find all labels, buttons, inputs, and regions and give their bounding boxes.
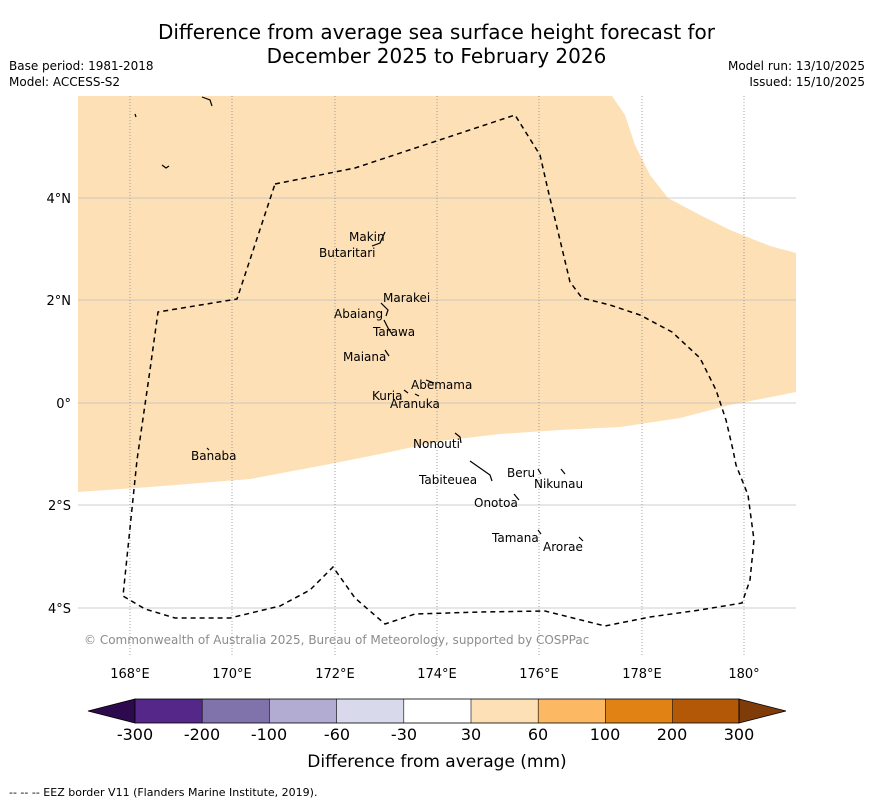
lat-tick-label: 2°N <box>47 294 72 309</box>
island-shape <box>403 389 409 394</box>
island-shape <box>383 319 393 335</box>
colorbar-bin <box>538 699 606 723</box>
colorbar-bin <box>672 699 739 723</box>
colorbar-label: Difference from average (mm) <box>307 752 566 772</box>
lat-tick-label: 0° <box>56 397 71 412</box>
colorbar-bin <box>336 699 404 723</box>
island-shape <box>371 231 386 247</box>
colorbar-bin <box>403 699 471 723</box>
model-name: Model: ACCESS-S2 <box>9 75 121 89</box>
island-label-makin: Makin <box>349 230 385 244</box>
island-label-maiana: Maiana <box>343 350 386 364</box>
map-title: Difference from average sea surface heig… <box>0 20 873 68</box>
lat-tick-label: 4°N <box>47 192 72 207</box>
model-run: Model run: 13/10/2025 <box>727 59 865 73</box>
island-shape <box>537 468 542 475</box>
colorbar-bin <box>135 699 203 723</box>
lat-tick-label: 4°S <box>48 602 71 617</box>
colorbar-tick-label: 300 <box>724 725 755 744</box>
meta-right: Model run: 13/10/2025 Issued: 15/10/2025 <box>728 58 865 90</box>
island-label-onotoa: Onotoa <box>474 496 518 510</box>
island-label-kuria: Kuria <box>372 389 403 403</box>
island-label-marakei: Marakei <box>383 291 430 305</box>
colorbar: -300 -200 -100 -60 -30 30 60 100 200 300… <box>87 698 787 772</box>
gridlines <box>78 96 796 656</box>
island-label-aranuka: Aranuka <box>390 397 440 411</box>
lon-tick-label: 168°E <box>110 667 150 682</box>
lon-tick-label: 176°E <box>519 667 559 682</box>
colorbar-tick-label: -30 <box>391 725 417 744</box>
base-period: Base period: 1981-2018 <box>9 59 154 73</box>
island-shape <box>578 536 584 542</box>
colorbar-tick-label: -100 <box>251 725 287 744</box>
colorbar-tick-label: 60 <box>528 725 548 744</box>
island-label-arorae: Arorae <box>543 540 583 554</box>
island-shape <box>201 96 213 107</box>
island-shape <box>469 460 493 482</box>
island-shape <box>161 164 170 169</box>
meta-left: Base period: 1981-2018 Model: ACCESS-S2 <box>9 58 154 90</box>
island-label-tamana: Tamana <box>491 531 539 545</box>
lat-tick-label: 2°S <box>48 499 71 514</box>
island-shape <box>414 393 420 397</box>
colorbar-extend-high <box>738 698 787 724</box>
copyright-notice: © Commonwealth of Australia 2025, Bureau… <box>84 633 589 647</box>
island-label-butaritari: Butaritari <box>319 246 376 260</box>
issued-date: Issued: 15/10/2025 <box>749 75 865 89</box>
colorbar-tick-label: -300 <box>117 725 153 744</box>
island-label-abaiang: Abaiang <box>334 307 383 321</box>
island-label-nikunau: Nikunau <box>534 477 583 491</box>
colorbar-bin <box>471 699 539 723</box>
colorbar-bin <box>269 699 337 723</box>
island-label-tarawa: Tarawa <box>372 325 415 339</box>
island-shape <box>384 349 390 357</box>
island-shape <box>425 379 435 384</box>
island-shape <box>537 529 542 535</box>
island-shape <box>560 468 566 475</box>
colorbar-bin <box>605 699 673 723</box>
island-shape <box>134 113 137 118</box>
island-label-abemama: Abemama <box>411 378 472 392</box>
colorbar-tick-label: 200 <box>657 725 688 744</box>
island-label-nonouti: Nonouti <box>413 437 460 451</box>
island-label-tabiteuea: Tabiteuea <box>418 473 477 487</box>
island-label-beru: Beru <box>507 466 535 480</box>
island-shape <box>206 447 210 451</box>
lon-tick-label: 178°E <box>622 667 662 682</box>
title-line-1: Difference from average sea surface heig… <box>157 20 716 44</box>
island-label-banaba: Banaba <box>191 449 237 463</box>
island-shape <box>380 302 389 317</box>
colorbar-bin <box>202 699 270 723</box>
lon-tick-label: 180° <box>728 667 759 682</box>
colorbar-tick-label: -60 <box>324 725 350 744</box>
island-shape <box>454 432 462 444</box>
lon-tick-label: 172°E <box>315 667 355 682</box>
colorbar-tick-label: 30 <box>461 725 481 744</box>
colorbar-tick-label: 100 <box>590 725 621 744</box>
colorbar-tick-label: -200 <box>184 725 220 744</box>
colorbar-frame <box>134 698 740 724</box>
island-shape <box>513 493 520 501</box>
lon-tick-label: 174°E <box>417 667 457 682</box>
island-outlines <box>134 96 584 542</box>
lon-tick-label: 170°E <box>212 667 252 682</box>
colorbar-extend-low <box>87 698 136 724</box>
title-line-2: December 2025 to February 2026 <box>266 44 607 68</box>
eez-footnote: -- -- -- EEZ border V11 (Flanders Marine… <box>9 786 318 799</box>
eez-border <box>122 114 755 627</box>
